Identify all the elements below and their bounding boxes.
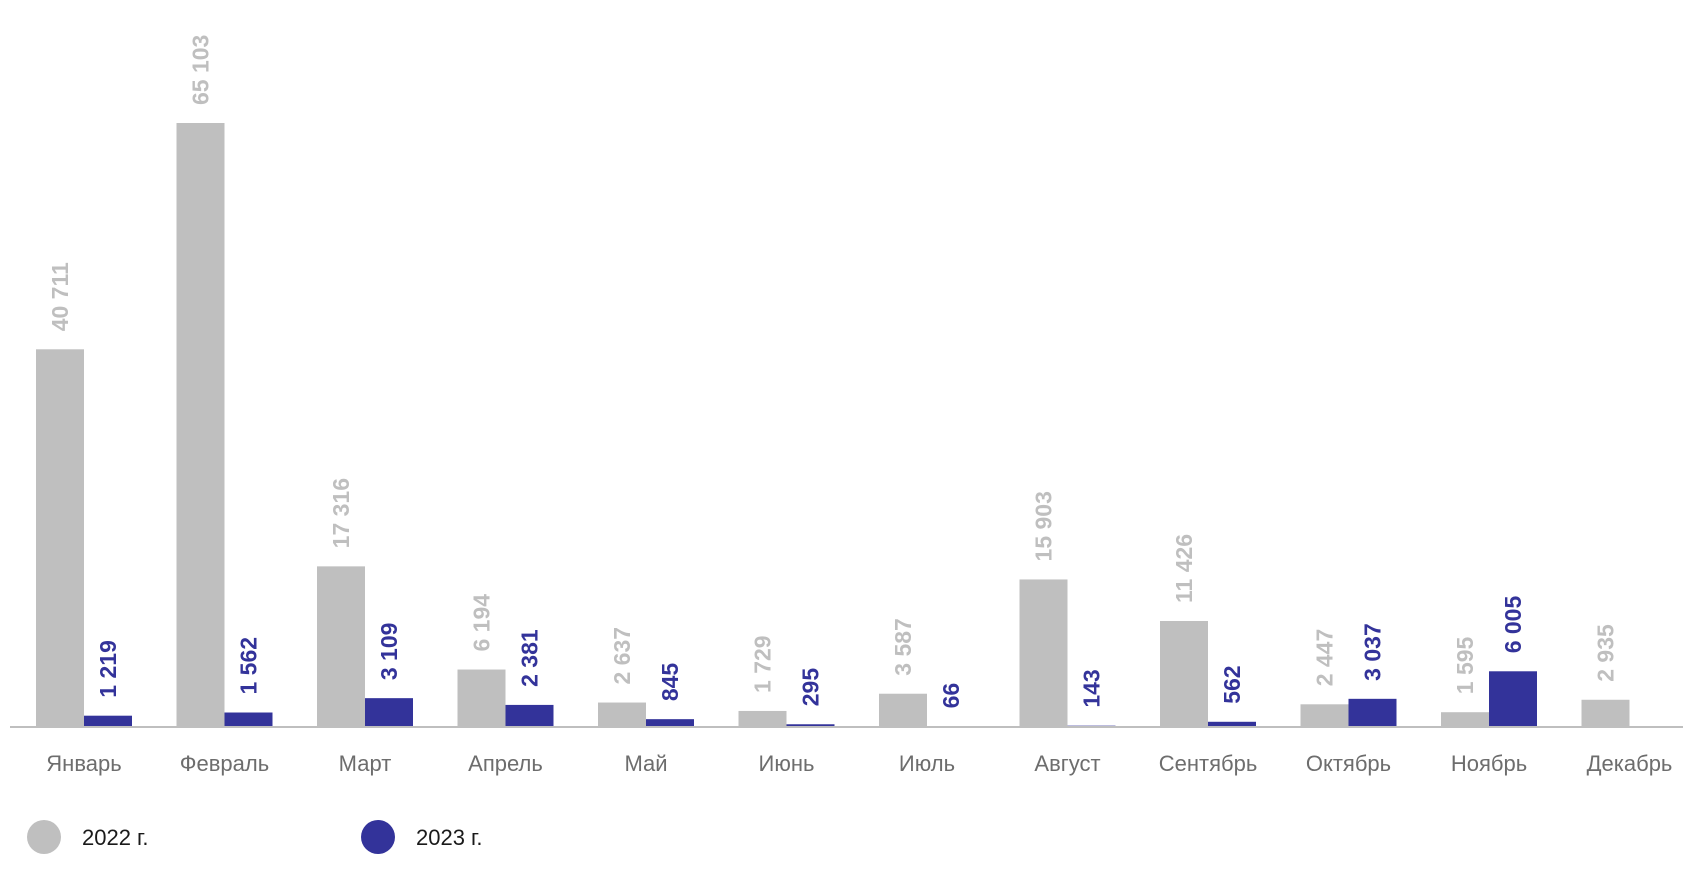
data-label-2-6: 295 bbox=[798, 668, 824, 707]
data-label-2-1: 1 219 bbox=[95, 640, 121, 698]
data-label-1-9: 11 426 bbox=[1171, 534, 1197, 603]
bar-1-10 bbox=[1300, 704, 1349, 727]
legend-marker-2 bbox=[361, 820, 395, 854]
x-tick-label: Декабрь bbox=[1587, 751, 1673, 776]
data-label-1-2: 65 103 bbox=[188, 35, 214, 105]
data-label-1-5: 2 637 bbox=[609, 627, 635, 685]
data-label-1-12: 2 935 bbox=[1593, 624, 1619, 682]
legend-marker-1 bbox=[27, 820, 61, 854]
x-tick-label: Январь bbox=[46, 751, 121, 776]
x-tick-label: Июнь bbox=[759, 751, 815, 776]
x-tick-label: Март bbox=[339, 751, 392, 776]
bar-2-1 bbox=[84, 715, 132, 727]
legend-label-2: 2023 г. bbox=[416, 825, 483, 850]
data-label-2-8: 143 bbox=[1079, 669, 1105, 707]
data-label-2-3: 3 109 bbox=[376, 623, 402, 681]
data-label-2-11: 6 005 bbox=[1500, 596, 1526, 654]
data-label-1-3: 17 316 bbox=[328, 478, 354, 548]
data-label-2-2: 1 562 bbox=[236, 637, 262, 695]
x-tick-label: Сентябрь bbox=[1159, 751, 1258, 776]
x-tick-label: Февраль bbox=[180, 751, 269, 776]
bar-2-11 bbox=[1489, 671, 1537, 727]
bar-2-6 bbox=[786, 724, 835, 727]
bar-1-6 bbox=[738, 710, 787, 727]
bar-2-4 bbox=[505, 704, 554, 727]
bar-1-2 bbox=[176, 123, 225, 727]
data-label-1-4: 6 194 bbox=[469, 594, 495, 652]
x-tick-label: Октябрь bbox=[1306, 751, 1391, 776]
bar-2-3 bbox=[365, 698, 413, 727]
data-label-2-10: 3 037 bbox=[1360, 623, 1386, 681]
legend-label-1: 2022 г. bbox=[82, 825, 149, 850]
bar-1-4 bbox=[457, 669, 506, 727]
bars-layer bbox=[36, 123, 1630, 727]
bar-2-10 bbox=[1348, 698, 1397, 727]
legend: 2022 г. 2023 г. bbox=[27, 820, 483, 854]
data-label-2-7: 66 bbox=[938, 683, 964, 709]
data-label-2-9: 562 bbox=[1219, 665, 1245, 703]
bar-1-7 bbox=[879, 693, 927, 727]
data-label-1-11: 1 595 bbox=[1452, 636, 1478, 694]
bar-2-5 bbox=[646, 719, 694, 727]
bar-1-11 bbox=[1441, 712, 1489, 727]
data-label-1-1: 40 711 bbox=[47, 262, 73, 331]
data-label-1-10: 2 447 bbox=[1312, 629, 1338, 687]
bar-1-1 bbox=[36, 349, 84, 727]
x-tick-label: Ноябрь bbox=[1451, 751, 1527, 776]
data-label-2-4: 2 381 bbox=[517, 629, 543, 687]
bar-1-9 bbox=[1160, 620, 1208, 727]
data-label-1-7: 3 587 bbox=[890, 618, 916, 676]
x-tick-label: Июль bbox=[899, 751, 955, 776]
x-tick-label: Апрель bbox=[468, 751, 543, 776]
data-label-2-5: 845 bbox=[657, 663, 683, 702]
bar-2-2 bbox=[224, 712, 273, 727]
data-label-1-6: 1 729 bbox=[750, 635, 776, 693]
data-labels-layer: 40 711 1 219 65 103 1 562 17 316 3 109 6 194 2 … bbox=[47, 35, 1619, 709]
x-tick-label: Май bbox=[624, 751, 667, 776]
bar-2-9 bbox=[1208, 721, 1256, 727]
data-label-1-8: 15 903 bbox=[1031, 491, 1057, 561]
bar-1-5 bbox=[598, 702, 646, 727]
bar-1-8 bbox=[1019, 579, 1068, 727]
bar-1-12 bbox=[1581, 699, 1630, 727]
bar-1-3 bbox=[317, 566, 365, 727]
x-tick-label: Август bbox=[1034, 751, 1100, 776]
x-tick-labels: Январь Февраль Март Апрель Май Июнь Июль Август… bbox=[46, 751, 1672, 776]
